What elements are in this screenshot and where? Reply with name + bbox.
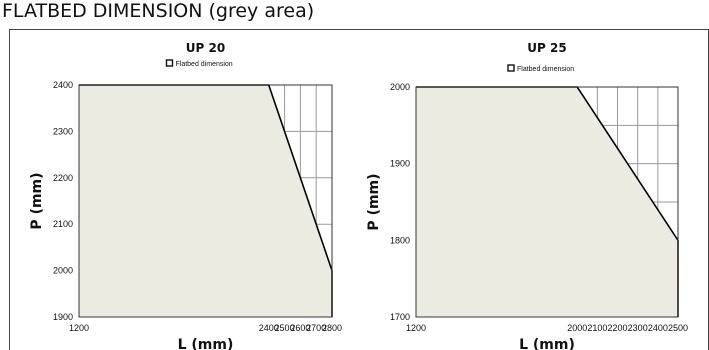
- flatbed-area: [79, 85, 332, 317]
- x-tick-label: 2200: [608, 323, 628, 333]
- x-tick-label: 2300: [628, 323, 648, 333]
- y-tick-label: 2000: [53, 266, 73, 276]
- x-tick-label: 2400: [648, 323, 668, 333]
- y-tick-label: 1900: [390, 159, 410, 169]
- x-tick-label: 2500: [275, 323, 295, 333]
- page-title: FLATBED DIMENSION (grey area): [2, 0, 315, 22]
- legend-swatch: [165, 59, 174, 67]
- y-tick-label: 2100: [53, 219, 73, 229]
- plot-border: [415, 86, 679, 318]
- x-tick-label: 2000: [567, 323, 587, 333]
- y-tick-label: 1800: [390, 235, 410, 245]
- x-axis-label: L (mm): [178, 337, 234, 350]
- y-tick-label: 1700: [390, 312, 410, 322]
- title-divider: [9, 29, 709, 30]
- left-border: [9, 29, 10, 350]
- x-tick-label: 1200: [406, 323, 426, 333]
- x-tick-label: 2400: [259, 323, 279, 333]
- y-axis-label: P (mm): [366, 173, 382, 230]
- y-tick-label: 2200: [53, 173, 73, 183]
- chart-title: UP 25: [527, 41, 566, 55]
- x-tick-label: 2600: [290, 323, 310, 333]
- y-tick-label: 2400: [53, 80, 73, 90]
- legend-label: Flatbed dimension: [517, 66, 574, 73]
- chart-title: UP 20: [186, 41, 225, 55]
- x-tick-label: 2800: [322, 323, 342, 333]
- chart-2: UP 25 Flatbed dimension 1700 1800 1900 2000 12…: [366, 41, 688, 350]
- x-tick-label: 2700: [306, 323, 326, 333]
- y-tick-label: 2000: [390, 82, 410, 92]
- flatbed-area: [416, 87, 678, 317]
- plot-border: [78, 84, 333, 318]
- x-tick-label: 1200: [69, 323, 89, 333]
- chart-1: UP 20 Flatbed dimension 1900 2000 2100 2200 23…: [29, 41, 342, 350]
- y-axis-label: P (mm): [29, 172, 45, 229]
- x-axis-label: L (mm): [519, 337, 575, 350]
- legend-swatch: [507, 64, 515, 72]
- legend-label: Flatbed dimension: [176, 61, 233, 68]
- x-tick-label: 2100: [587, 323, 607, 333]
- x-tick-label: 2500: [668, 323, 688, 333]
- y-tick-label: 1900: [53, 312, 73, 322]
- y-tick-label: 2300: [53, 126, 73, 136]
